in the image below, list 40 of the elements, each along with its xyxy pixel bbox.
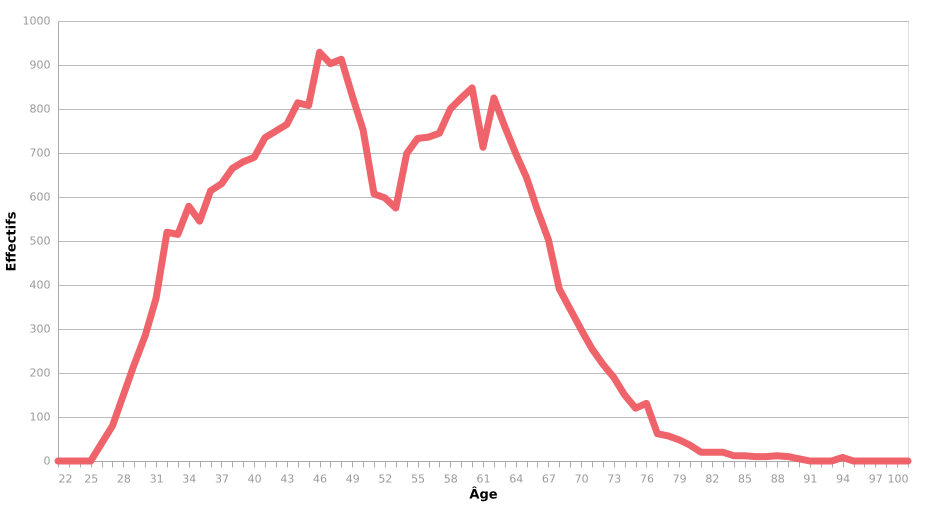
- x-tick-label: 34: [182, 472, 196, 486]
- y-tick-label: 0: [44, 454, 50, 468]
- x-tick-label: 91: [803, 472, 818, 486]
- x-tick-label: 73: [607, 472, 622, 486]
- y-tick-label: 900: [30, 58, 50, 72]
- x-tick-label: 97: [868, 472, 883, 486]
- y-tick-label: 800: [30, 102, 50, 116]
- y-tick-label: 700: [30, 146, 50, 160]
- x-axis-title: Âge: [469, 486, 498, 502]
- x-tick-label: 31: [150, 472, 164, 486]
- x-tick-label: 70: [574, 472, 589, 486]
- x-tick-label: 37: [214, 472, 229, 486]
- x-tick-label: 88: [770, 472, 785, 486]
- y-tick-label: 500: [30, 234, 50, 248]
- x-tick-label: 100: [888, 472, 908, 486]
- x-tick-label: 40: [248, 472, 262, 486]
- x-tick-label: 61: [476, 472, 490, 486]
- x-tick-label: 28: [116, 472, 131, 486]
- y-tick-label: 200: [30, 366, 50, 380]
- x-tick-label: 52: [378, 472, 392, 486]
- x-tick-label: 43: [280, 472, 294, 486]
- y-tick-label: 300: [30, 322, 50, 336]
- y-tick-label: 100: [30, 410, 50, 424]
- x-tick-label: 46: [313, 472, 328, 486]
- x-tick-label: 64: [509, 472, 524, 486]
- x-tick-label: 22: [58, 472, 72, 486]
- y-tick-label: 600: [30, 190, 50, 204]
- x-tick-label: 76: [640, 472, 654, 486]
- x-tick-label: 79: [672, 472, 687, 486]
- y-tick-label: 1000: [22, 14, 50, 28]
- x-tick-label: 85: [738, 472, 752, 486]
- x-tick-label: 55: [411, 472, 426, 486]
- x-tick-label: 67: [542, 472, 556, 486]
- x-tick-label: 82: [705, 472, 720, 486]
- y-axis-title: Effectifs: [4, 211, 20, 272]
- y-tick-label: 400: [30, 278, 50, 292]
- x-tick-label: 94: [836, 472, 850, 486]
- x-tick-label: 49: [346, 472, 360, 486]
- x-tick-label: 25: [84, 472, 98, 486]
- x-tick-label: 58: [444, 472, 458, 486]
